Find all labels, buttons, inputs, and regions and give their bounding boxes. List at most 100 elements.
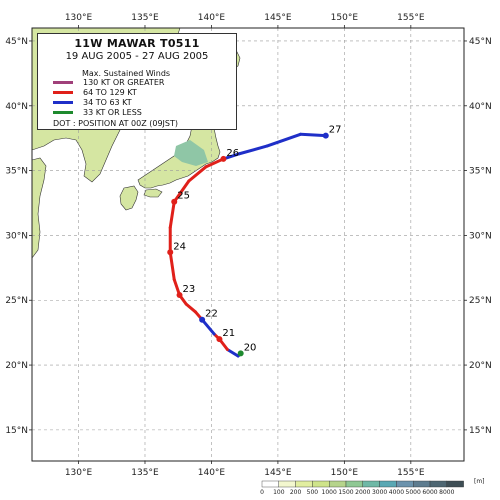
track-segment — [168, 250, 176, 282]
track-segment — [184, 302, 197, 314]
lon-tick-label: 155°E — [397, 468, 425, 478]
highland-honshu — [174, 140, 208, 166]
lon-tick-label: 135°E — [131, 468, 159, 478]
position-dot — [322, 132, 329, 139]
legend-note: DOT : POSITION AT 00Z (09JST) — [53, 119, 178, 128]
scale-swatch — [413, 480, 431, 488]
scale-swatch — [329, 480, 347, 488]
scale-label: 5000 — [406, 489, 421, 496]
scale-swatch — [345, 480, 363, 488]
daily-position-dots — [167, 132, 329, 357]
scale-swatch — [396, 480, 414, 488]
position-dot — [171, 198, 178, 205]
track-segment — [172, 179, 191, 204]
scale-swatch — [295, 480, 313, 488]
lat-tick-label: 20°N — [5, 361, 28, 371]
scale-label: 2000 — [355, 489, 370, 496]
storm-title: 11W MAWAR T0511 — [74, 37, 200, 50]
lat-tick-label: 45°N — [5, 37, 28, 47]
lat-tick-label: 25°N — [469, 296, 492, 306]
scale-label: 200 — [290, 489, 302, 496]
scale-label: 3000 — [372, 489, 387, 496]
lon-tick-label: 150°E — [331, 468, 359, 478]
lon-tick-label: 145°E — [264, 468, 292, 478]
legend-label: 33 KT OR LESS — [83, 108, 142, 117]
legend-swatch — [53, 111, 73, 114]
track-segment — [168, 200, 176, 230]
legend-label: 64 TO 129 KT — [83, 88, 137, 97]
day-label: 25 — [177, 191, 190, 202]
lat-tick-label: 45°N — [469, 37, 492, 47]
legend-swatch — [53, 91, 73, 94]
elevation-color-scale: 0 100 200 500 1000 1500 2000 3000 4000 5000 6000 80… — [260, 478, 484, 496]
track-segment — [204, 157, 225, 169]
scale-label: 8000 — [439, 489, 454, 496]
track-segment — [237, 144, 269, 156]
lat-tick-label: 40°N — [5, 102, 28, 112]
lat-tick-label: 40°N — [469, 102, 492, 112]
lon-tick-label: 135°E — [131, 13, 159, 23]
day-label: 27 — [329, 125, 342, 136]
lat-tick-label: 35°N — [469, 167, 492, 177]
legend-label: 34 TO 63 KT — [83, 98, 132, 107]
plot-frame — [31, 27, 465, 462]
legend-item-34kt: 34 TO 63 KT — [53, 98, 132, 107]
scale-swatch — [429, 480, 447, 488]
day-label: 21 — [222, 328, 235, 339]
scale-unit: [m] — [474, 478, 485, 485]
lon-tick-label: 155°E — [397, 13, 425, 23]
lon-tick-label: 145°E — [264, 13, 292, 23]
storm-date-range: 19 AUG 2005 - 27 AUG 2005 — [65, 51, 209, 62]
scale-swatch — [446, 480, 464, 488]
land-kyushu — [119, 185, 139, 211]
legend-label: 130 KT OR GREATER — [83, 78, 165, 87]
legend-box: 11W MAWAR T0511 19 AUG 2005 - 27 AUG 200… — [37, 33, 237, 130]
legend-swatch — [53, 81, 73, 84]
position-dot — [220, 155, 227, 162]
scale-label: 500 — [307, 489, 319, 496]
scale-swatch — [278, 480, 296, 488]
axis-ticks: 130°E 130°E 135°E 135°E 140°E 140°E 145°E 145°E… — [5, 13, 491, 478]
lon-tick-label: 150°E — [331, 13, 359, 23]
lon-tick-label: 130°E — [65, 468, 93, 478]
legend-header: Max. Sustained Winds — [82, 69, 171, 78]
day-label: 24 — [173, 241, 186, 252]
scale-label: 4000 — [389, 489, 404, 496]
legend-swatch — [53, 101, 73, 104]
scale-swatch — [261, 480, 279, 488]
scale-label: 1500 — [338, 489, 353, 496]
lat-tick-label: 30°N — [5, 231, 28, 241]
track-segment — [225, 348, 240, 358]
track-segment — [200, 318, 216, 336]
position-dot — [199, 316, 206, 323]
lon-tick-label: 140°E — [198, 13, 226, 23]
lat-tick-label: 20°N — [469, 361, 492, 371]
daily-position-labels: 20 21 22 23 24 25 26 27 — [173, 125, 341, 354]
day-label: 26 — [226, 148, 239, 159]
position-dot — [176, 292, 183, 299]
track-segment — [265, 132, 303, 148]
land-shikoku — [143, 188, 163, 198]
scale-swatch — [362, 480, 380, 488]
lat-tick-label: 15°N — [469, 426, 492, 436]
day-label: 20 — [244, 342, 257, 353]
track-segment — [187, 165, 208, 183]
position-dot — [216, 336, 223, 343]
legend-item-33kt: 33 KT OR LESS — [53, 108, 142, 117]
land-china-coast — [31, 157, 47, 259]
position-dot — [167, 249, 174, 256]
lat-tick-label: 15°N — [5, 426, 28, 436]
scale-label: 6000 — [422, 489, 437, 496]
position-dot — [237, 350, 244, 357]
lat-tick-label: 30°N — [469, 231, 492, 241]
lat-tick-label: 25°N — [5, 296, 28, 306]
day-label: 23 — [183, 284, 196, 295]
lon-tick-label: 140°E — [198, 468, 226, 478]
track-segment — [299, 132, 328, 138]
scale-label: 0 — [260, 489, 264, 496]
lon-tick-label: 130°E — [65, 13, 93, 23]
scale-swatch — [379, 480, 397, 488]
scale-label: 1000 — [322, 489, 337, 496]
scale-label: 100 — [273, 489, 285, 496]
legend-item-64kt: 64 TO 129 KT — [53, 88, 137, 97]
